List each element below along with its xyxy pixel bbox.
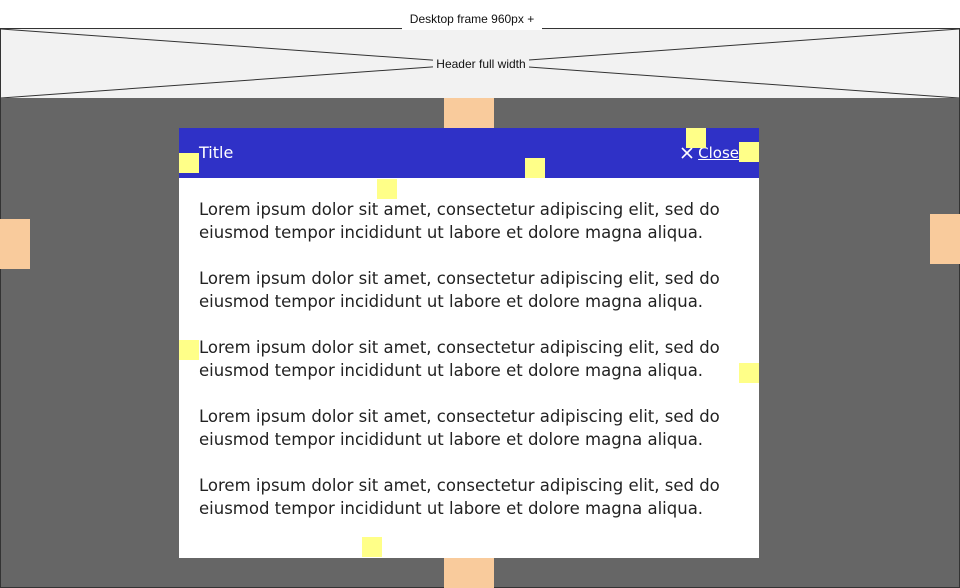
spacing-marker-inner [362, 537, 382, 557]
spacing-marker-inner [179, 153, 199, 173]
header-label: Header full width [433, 56, 529, 72]
modal-dialog: Title Close Lorem ipsum dolor sit amet, … [179, 128, 759, 558]
close-label: Close [698, 144, 739, 162]
body-paragraph: Lorem ipsum dolor sit amet, consectetur … [199, 407, 720, 449]
frame-label: Desktop frame 960px + [402, 8, 542, 30]
close-icon [681, 147, 693, 159]
spacing-marker-inner [686, 128, 706, 148]
spacing-marker-top [444, 98, 494, 128]
spacing-marker-inner [525, 158, 545, 178]
spacing-marker-inner [377, 179, 397, 199]
modal-header: Title Close [179, 128, 759, 178]
body-paragraph: Lorem ipsum dolor sit amet, consectetur … [199, 269, 720, 311]
spacing-marker-right [930, 214, 960, 264]
spacing-marker-inner [739, 363, 759, 383]
close-button[interactable]: Close [680, 143, 739, 163]
header-placeholder: Header full width [0, 28, 960, 99]
spacing-marker-inner [179, 340, 199, 360]
spacing-marker-bottom [444, 558, 494, 588]
modal-body: Lorem ipsum dolor sit amet, consectetur … [199, 198, 744, 543]
body-paragraph: Lorem ipsum dolor sit amet, consectetur … [199, 338, 720, 380]
modal-title: Title [199, 143, 234, 162]
spacing-marker-inner [739, 142, 759, 162]
body-paragraph: Lorem ipsum dolor sit amet, consectetur … [199, 476, 720, 518]
spacing-marker-left [0, 219, 30, 269]
body-paragraph: Lorem ipsum dolor sit amet, consectetur … [199, 200, 720, 242]
